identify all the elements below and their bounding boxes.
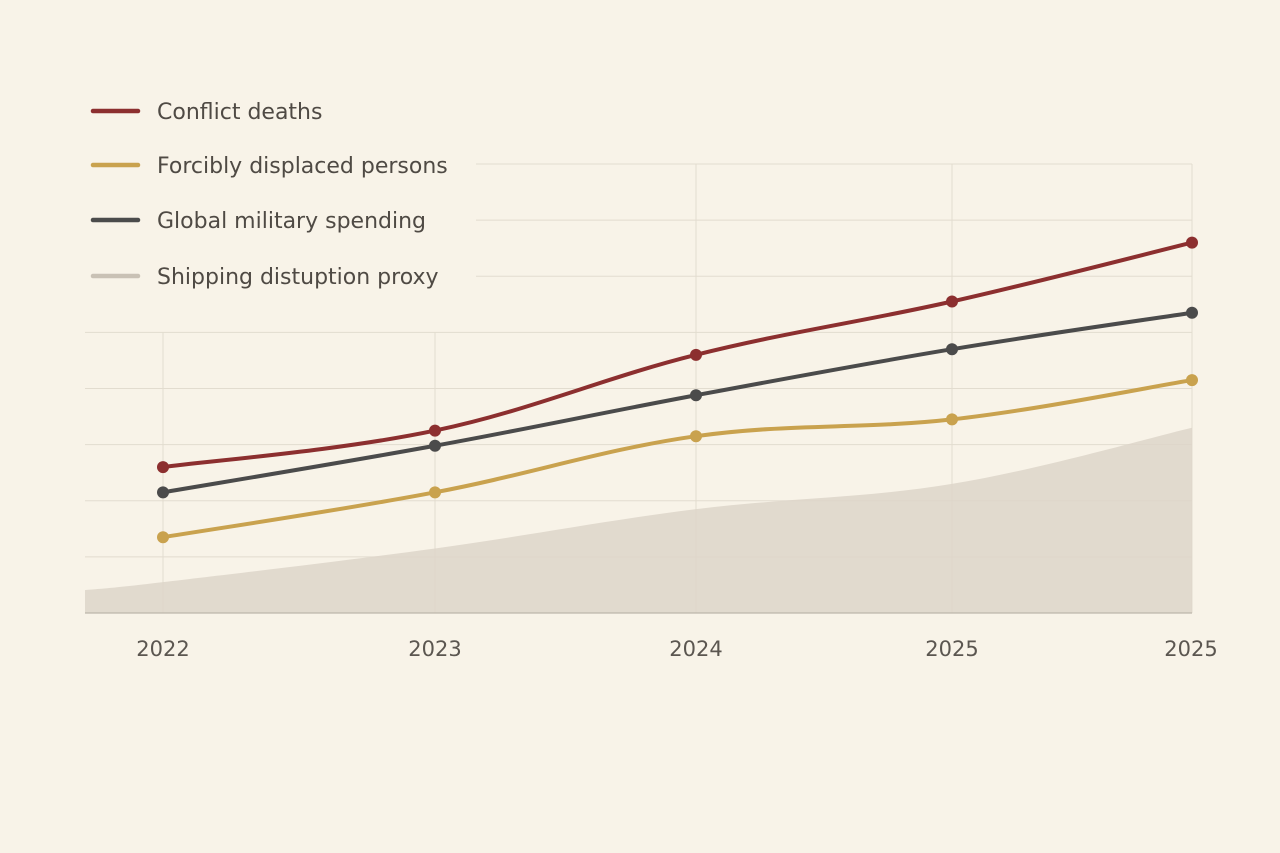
x-tick-label: 2022 <box>136 637 189 661</box>
data-point-forcibly-displaced-persons <box>690 430 702 443</box>
data-point-forcibly-displaced-persons <box>946 413 958 426</box>
data-point-global-military-spending <box>690 389 702 402</box>
data-point-conflict-deaths <box>946 295 958 308</box>
legend-label: Global military spending <box>157 209 426 234</box>
x-tick-labels: 2022 2023 2024 2025 2025 <box>136 637 1217 661</box>
legend-item-conflict-deaths: Conflict deaths <box>90 100 322 125</box>
data-point-conflict-deaths <box>429 424 441 437</box>
data-point-conflict-deaths <box>690 348 702 361</box>
data-point-forcibly-displaced-persons <box>157 531 169 544</box>
legend-item-shipping-distuption-proxy: Shipping distuption proxy <box>90 265 439 290</box>
legend-label: Forcibly displaced persons <box>157 154 448 179</box>
legend: Conflict deaths Forcibly displaced person… <box>90 100 448 290</box>
data-point-global-military-spending <box>429 439 441 452</box>
series-line-global-military-spending <box>161 310 1194 495</box>
legend-label: Shipping distuption proxy <box>157 265 439 290</box>
x-tick-label: 2024 <box>669 637 722 661</box>
data-point-global-military-spending <box>157 486 169 499</box>
data-point-global-military-spending <box>1186 306 1198 319</box>
x-tick-label: 2025 <box>1164 637 1217 661</box>
data-point-conflict-deaths <box>157 461 169 474</box>
data-point-forcibly-displaced-persons <box>429 486 441 499</box>
data-point-forcibly-displaced-persons <box>1186 374 1198 387</box>
x-tick-label: 2023 <box>408 637 461 661</box>
legend-item-forcibly-displaced-persons: Forcibly displaced persons <box>90 154 448 179</box>
area-layer <box>85 427 1192 613</box>
area-series-shipping-distuption-proxy <box>85 427 1192 613</box>
legend-item-global-military-spending: Global military spending <box>90 209 426 234</box>
data-point-conflict-deaths <box>1186 236 1198 249</box>
legend-label: Conflict deaths <box>157 100 322 125</box>
data-point-global-military-spending <box>946 343 958 356</box>
x-tick-label: 2025 <box>925 637 978 661</box>
data-points <box>157 236 1198 544</box>
